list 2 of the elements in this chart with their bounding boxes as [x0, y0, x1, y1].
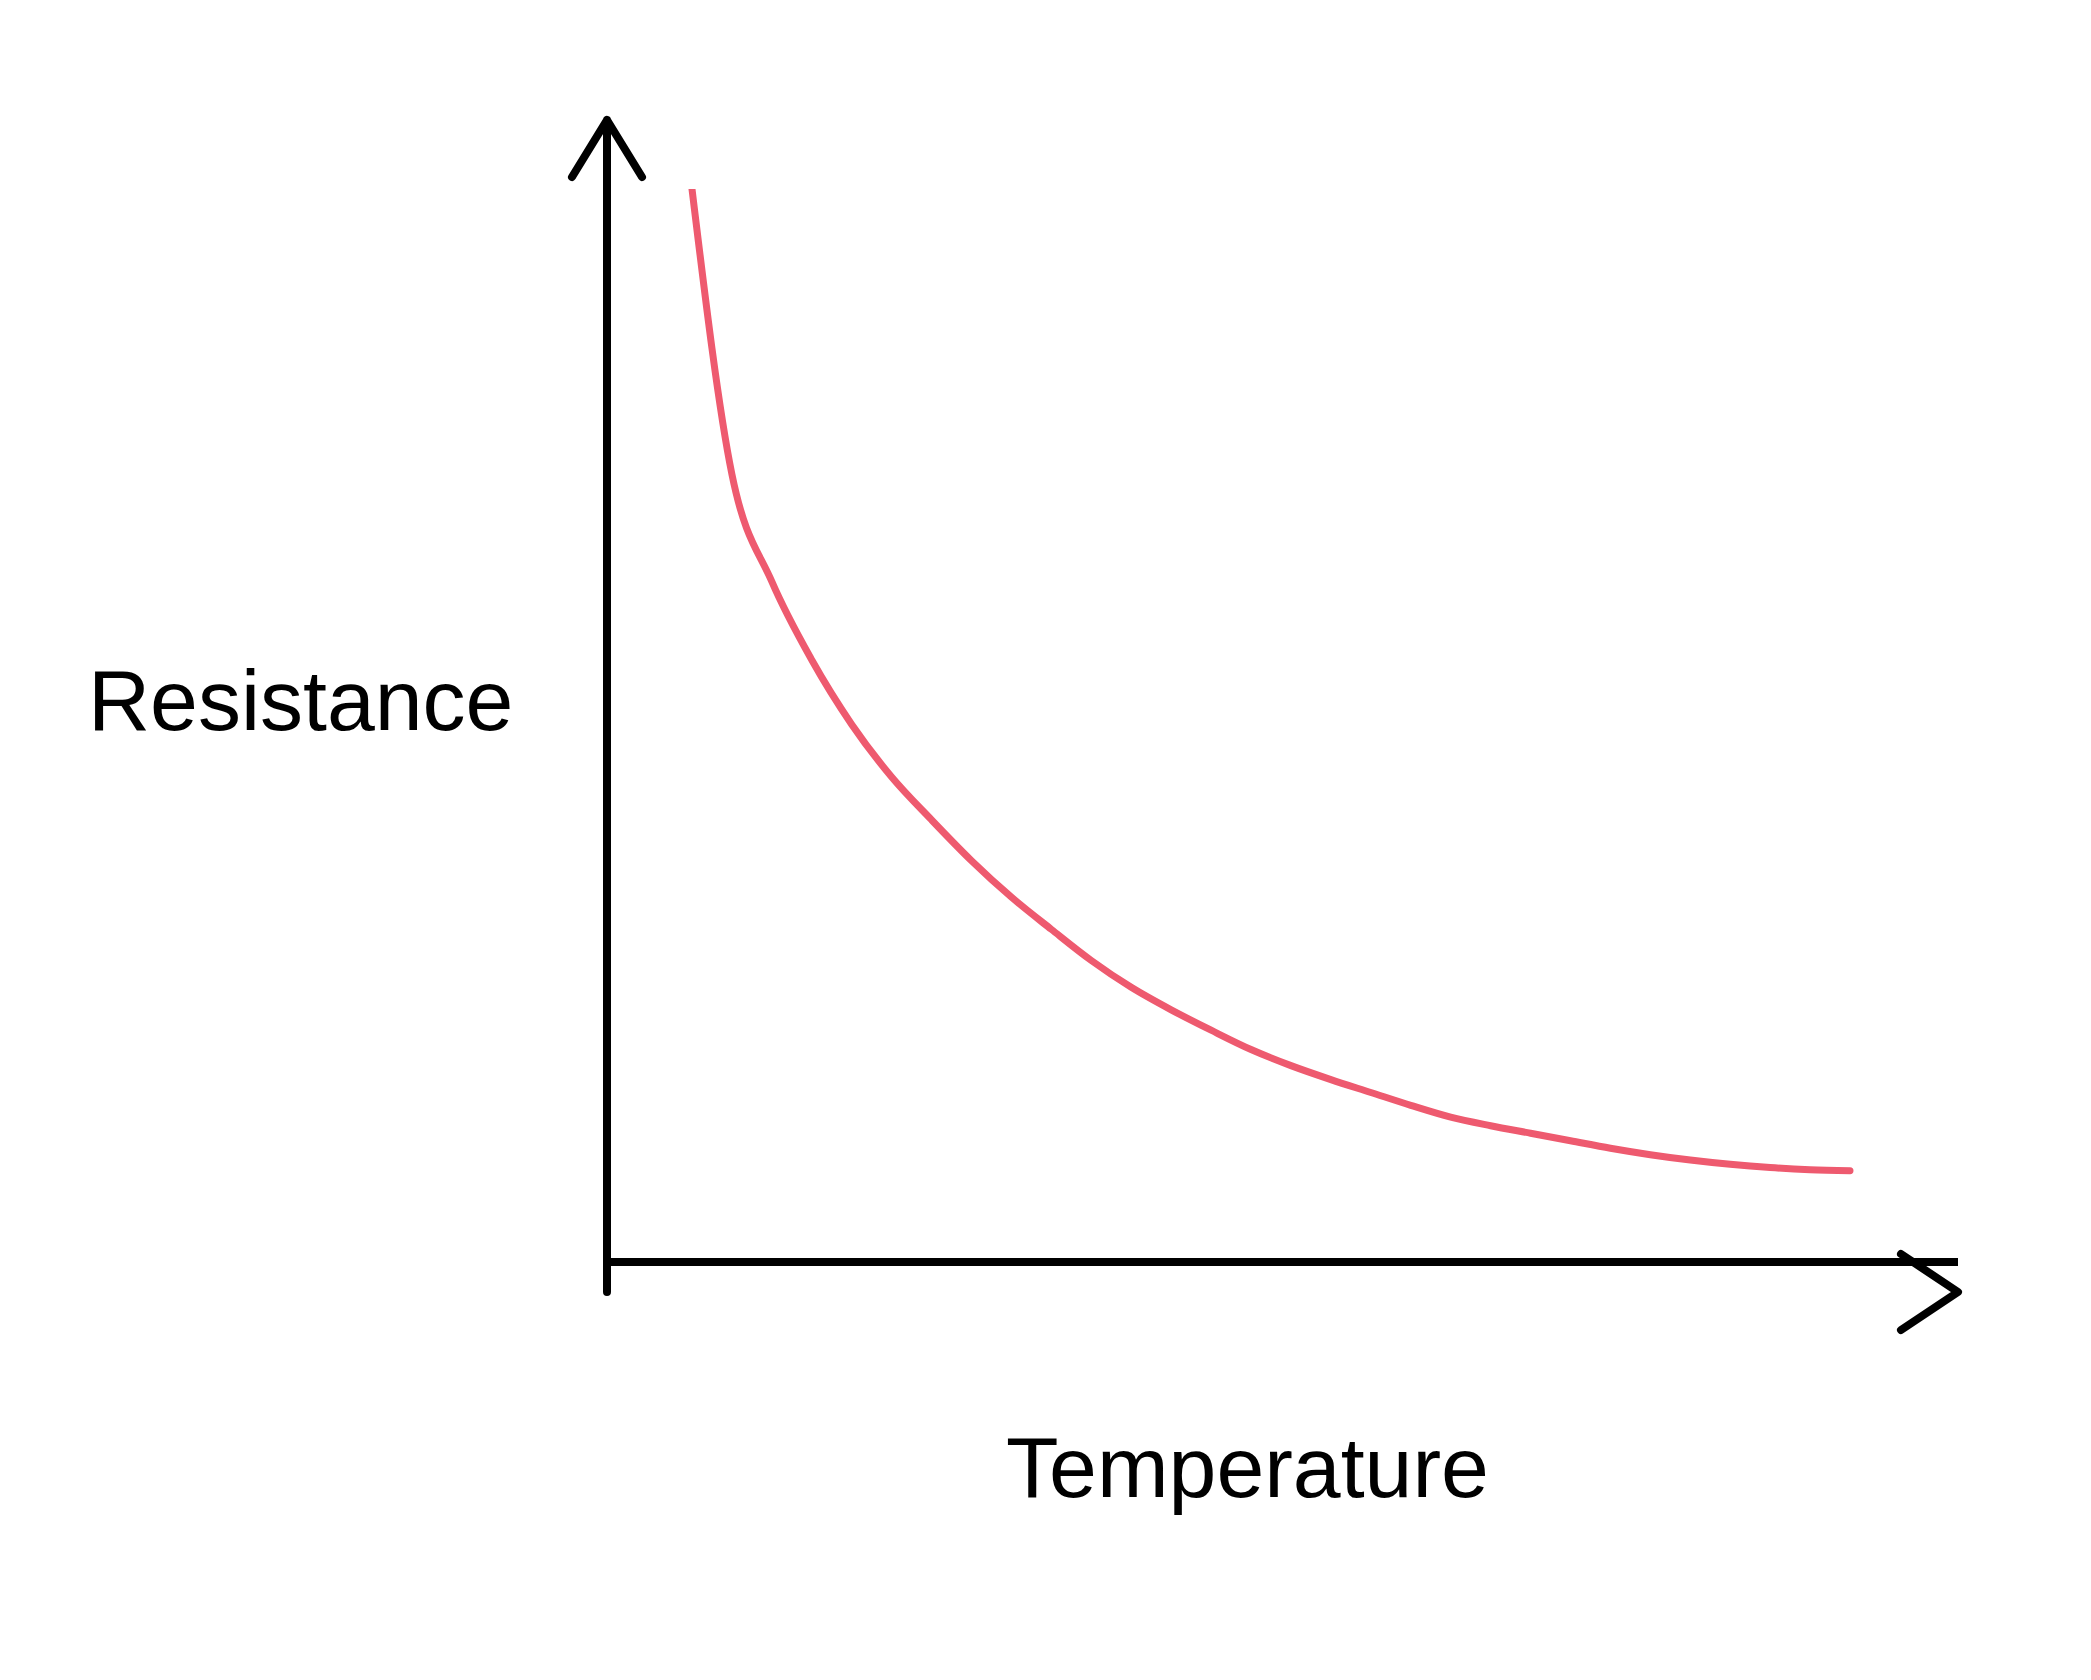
x-axis-title: Temperature — [1006, 1419, 1489, 1515]
y-axis-title: Resistance — [88, 652, 514, 749]
